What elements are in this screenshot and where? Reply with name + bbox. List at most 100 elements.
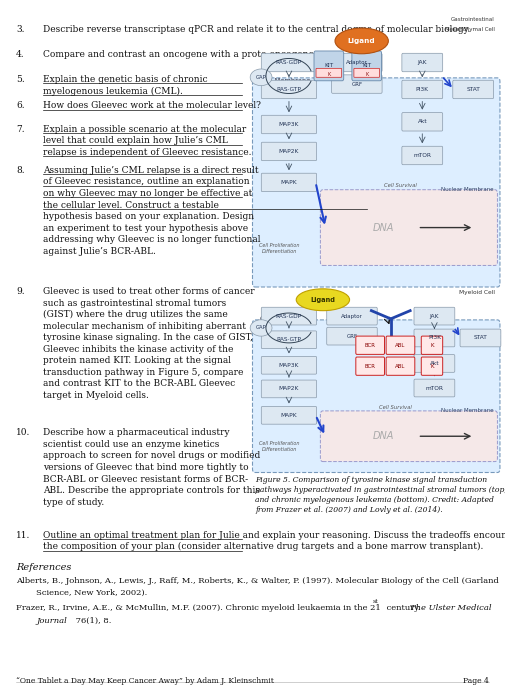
Text: Describe reverse transcriptase qPCR and relate it to the central dogma of molecu: Describe reverse transcriptase qPCR and … <box>43 25 470 34</box>
Text: protein named KIT. Looking at the signal: protein named KIT. Looking at the signal <box>43 356 231 365</box>
FancyBboxPatch shape <box>261 80 317 99</box>
Text: Compare and contrast an oncogene with a proto-oncogene.: Compare and contrast an oncogene with a … <box>43 50 317 60</box>
FancyBboxPatch shape <box>356 357 384 375</box>
Text: century.: century. <box>384 604 423 612</box>
Text: and contrast KIT to the BCR-ABL Gleevec: and contrast KIT to the BCR-ABL Gleevec <box>43 379 235 389</box>
FancyBboxPatch shape <box>453 80 493 99</box>
FancyBboxPatch shape <box>327 328 377 345</box>
Text: Ligand: Ligand <box>311 297 335 302</box>
Text: (GIST) where the drug utilizes the same: (GIST) where the drug utilizes the same <box>43 310 228 319</box>
Text: RAS·GTP: RAS·GTP <box>276 87 301 92</box>
Text: MAP2K: MAP2K <box>279 386 299 391</box>
Text: JAK: JAK <box>418 60 427 65</box>
FancyBboxPatch shape <box>252 320 500 473</box>
Text: BCR-ABL or Gleevec resistant forms of BCR-: BCR-ABL or Gleevec resistant forms of BC… <box>43 475 248 484</box>
FancyBboxPatch shape <box>320 190 497 265</box>
Text: the composition of your plan (consider alternative drug targets and a bone marro: the composition of your plan (consider a… <box>43 542 483 552</box>
Text: an experiment to test your hypothesis above: an experiment to test your hypothesis ab… <box>43 224 248 232</box>
Text: RAS·GDP: RAS·GDP <box>276 314 302 318</box>
Text: scientist could use an enzyme kinetics: scientist could use an enzyme kinetics <box>43 440 219 449</box>
Text: hypothesis based on your explanation. Design: hypothesis based on your explanation. De… <box>43 212 254 221</box>
Text: against Julie’s BCR-ABL.: against Julie’s BCR-ABL. <box>43 247 156 256</box>
Text: Gastrointestinal: Gastrointestinal <box>451 17 495 22</box>
Text: GAP: GAP <box>256 75 267 80</box>
FancyBboxPatch shape <box>314 51 344 80</box>
Text: the cellular level. Construct a testable: the cellular level. Construct a testable <box>43 200 219 209</box>
FancyBboxPatch shape <box>354 69 380 77</box>
Text: mTOR: mTOR <box>413 153 431 158</box>
Text: KIT: KIT <box>324 64 333 69</box>
FancyBboxPatch shape <box>261 380 317 398</box>
Text: Figure 5. Comparison of tyrosine kinase signal transduction
pathways hyperactiva: Figure 5. Comparison of tyrosine kinase … <box>255 476 505 514</box>
Text: Explain the genetic basis of chronic: Explain the genetic basis of chronic <box>43 75 208 84</box>
Text: STAT: STAT <box>474 335 487 340</box>
Text: 8.: 8. <box>16 166 25 175</box>
Text: Akt: Akt <box>418 119 427 125</box>
Text: Cell Membrane: Cell Membrane <box>260 316 311 323</box>
FancyBboxPatch shape <box>320 411 497 461</box>
Text: BCR: BCR <box>365 343 376 348</box>
Text: References: References <box>16 563 72 572</box>
Ellipse shape <box>296 289 349 311</box>
Text: 7.: 7. <box>16 125 25 134</box>
FancyBboxPatch shape <box>386 357 415 375</box>
Text: MAP3K: MAP3K <box>279 363 299 368</box>
Text: mTOR: mTOR <box>425 386 443 391</box>
Text: st: st <box>373 598 378 604</box>
Text: Cell Proliferation
Differentiation: Cell Proliferation Differentiation <box>259 243 299 254</box>
Text: Ligand: Ligand <box>348 38 376 44</box>
Ellipse shape <box>335 28 388 54</box>
Text: 6.: 6. <box>16 102 25 111</box>
Ellipse shape <box>250 320 272 336</box>
Text: 11.: 11. <box>16 531 30 540</box>
Text: Science, New York, 2002).: Science, New York, 2002). <box>36 589 147 597</box>
Text: on why Gleevec may no longer be effective at: on why Gleevec may no longer be effectiv… <box>43 189 252 198</box>
Text: MAPK: MAPK <box>281 180 297 185</box>
Text: relapse is independent of Gleevec resistance.: relapse is independent of Gleevec resist… <box>43 148 251 157</box>
Text: GRF: GRF <box>346 334 358 339</box>
FancyBboxPatch shape <box>460 329 501 346</box>
Text: Outline an optimal treatment plan for Julie and explain your reasoning. Discuss : Outline an optimal treatment plan for Ju… <box>43 531 505 540</box>
FancyBboxPatch shape <box>421 336 443 354</box>
FancyBboxPatch shape <box>261 53 317 71</box>
Text: transduction pathway in Figure 5, compare: transduction pathway in Figure 5, compar… <box>43 368 243 377</box>
Text: Alberts, B., Johnson, A., Lewis, J., Raff, M., Roberts, K., & Walter, P. (1997).: Alberts, B., Johnson, A., Lewis, J., Raf… <box>16 577 499 584</box>
Text: versions of Gleevec that bind more tightly to: versions of Gleevec that bind more tight… <box>43 463 248 472</box>
Text: RAS·GDP: RAS·GDP <box>276 60 302 65</box>
Text: of Gleevec resistance, outline an explanation: of Gleevec resistance, outline an explan… <box>43 177 249 186</box>
FancyBboxPatch shape <box>402 113 443 131</box>
FancyBboxPatch shape <box>261 116 317 134</box>
Text: Page 4: Page 4 <box>463 677 489 685</box>
Text: approach to screen for novel drugs or modified: approach to screen for novel drugs or mo… <box>43 452 260 461</box>
Text: RAS·GTP: RAS·GTP <box>276 337 301 342</box>
Text: Frazer, R., Irvine, A.E., & McMullin, M.F. (2007). Chronic myeloid leukaemia in : Frazer, R., Irvine, A.E., & McMullin, M.… <box>16 604 381 612</box>
Text: Adaptor: Adaptor <box>341 314 363 318</box>
FancyBboxPatch shape <box>261 307 317 325</box>
Text: Cell Proliferation
Differentiation: Cell Proliferation Differentiation <box>259 441 299 452</box>
Text: The Ulster Medical: The Ulster Medical <box>410 604 491 612</box>
Text: K: K <box>430 364 434 369</box>
Text: ABL: ABL <box>395 364 406 369</box>
FancyBboxPatch shape <box>386 336 415 354</box>
Text: 9.: 9. <box>16 287 25 296</box>
Text: Adaptor: Adaptor <box>346 60 368 65</box>
Text: type of study.: type of study. <box>43 498 104 507</box>
Text: Gleevec inhibits the kinase activity of the: Gleevec inhibits the kinase activity of … <box>43 345 233 354</box>
Ellipse shape <box>250 69 272 85</box>
Text: addressing why Gleevec is no longer functional: addressing why Gleevec is no longer func… <box>43 235 261 244</box>
FancyBboxPatch shape <box>356 336 384 354</box>
FancyBboxPatch shape <box>261 331 317 349</box>
Text: level that could explain how Julie’s CML: level that could explain how Julie’s CML <box>43 136 228 145</box>
Text: STAT: STAT <box>466 87 480 92</box>
FancyBboxPatch shape <box>402 146 443 164</box>
FancyBboxPatch shape <box>421 357 443 375</box>
Text: Cell Survival: Cell Survival <box>384 183 417 188</box>
Text: GAP: GAP <box>256 326 267 330</box>
FancyBboxPatch shape <box>316 69 342 77</box>
FancyBboxPatch shape <box>414 329 455 346</box>
FancyBboxPatch shape <box>261 356 317 374</box>
Text: JAK: JAK <box>430 314 439 318</box>
FancyBboxPatch shape <box>332 53 382 71</box>
Text: K: K <box>430 343 434 348</box>
Text: Receptor: Receptor <box>415 314 443 318</box>
